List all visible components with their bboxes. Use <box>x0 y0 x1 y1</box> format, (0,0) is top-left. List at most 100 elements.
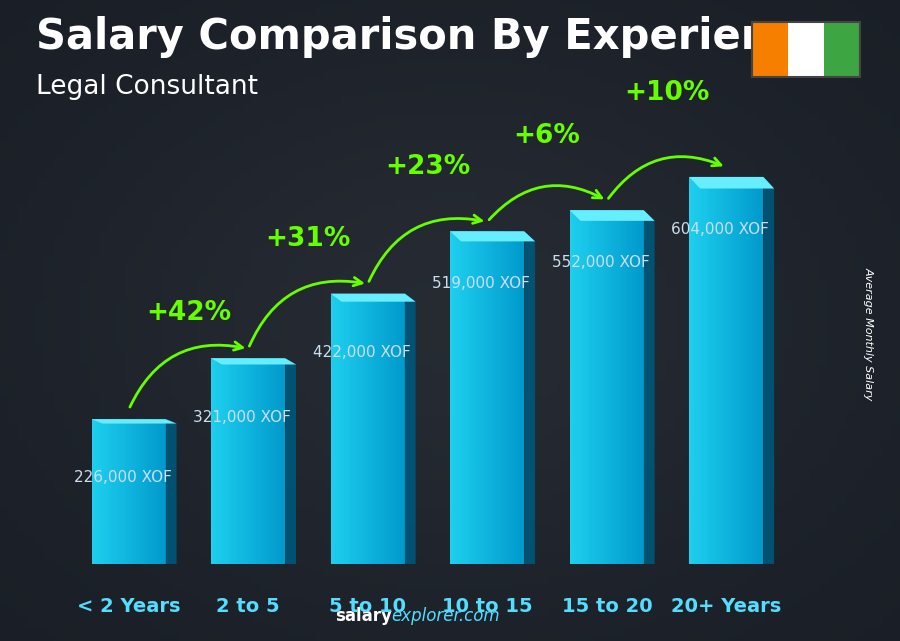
Polygon shape <box>511 231 512 564</box>
Polygon shape <box>579 210 580 564</box>
Polygon shape <box>226 358 228 564</box>
Polygon shape <box>644 210 654 575</box>
Polygon shape <box>335 294 337 564</box>
Polygon shape <box>148 419 149 564</box>
Polygon shape <box>461 231 462 564</box>
Polygon shape <box>241 358 242 564</box>
Polygon shape <box>703 177 704 564</box>
Polygon shape <box>601 210 602 564</box>
Polygon shape <box>458 231 459 564</box>
Polygon shape <box>260 358 262 564</box>
Polygon shape <box>369 294 371 564</box>
Polygon shape <box>759 177 760 564</box>
Polygon shape <box>523 231 525 564</box>
Polygon shape <box>350 294 352 564</box>
Polygon shape <box>745 177 747 564</box>
Polygon shape <box>99 419 101 564</box>
Polygon shape <box>96 419 97 564</box>
Polygon shape <box>620 210 622 564</box>
Polygon shape <box>472 231 474 564</box>
Polygon shape <box>262 358 263 564</box>
Polygon shape <box>570 210 572 564</box>
Polygon shape <box>608 210 610 564</box>
Polygon shape <box>220 358 221 564</box>
Polygon shape <box>152 419 154 564</box>
Polygon shape <box>756 177 758 564</box>
Text: 552,000 XOF: 552,000 XOF <box>552 255 650 270</box>
Polygon shape <box>385 294 387 564</box>
Polygon shape <box>239 358 241 564</box>
Polygon shape <box>758 177 759 564</box>
Polygon shape <box>470 231 471 564</box>
Polygon shape <box>147 419 148 564</box>
Text: < 2 Years: < 2 Years <box>77 597 181 617</box>
Polygon shape <box>368 294 369 564</box>
Polygon shape <box>381 294 382 564</box>
Polygon shape <box>454 231 456 564</box>
Polygon shape <box>496 231 498 564</box>
Polygon shape <box>742 177 744 564</box>
Text: 604,000 XOF: 604,000 XOF <box>671 222 770 237</box>
Polygon shape <box>138 419 140 564</box>
Polygon shape <box>689 177 774 188</box>
Polygon shape <box>614 210 616 564</box>
Polygon shape <box>223 358 224 564</box>
Polygon shape <box>284 358 285 564</box>
Polygon shape <box>251 358 253 564</box>
Polygon shape <box>717 177 719 564</box>
Text: Average Monthly Salary: Average Monthly Salary <box>863 267 874 400</box>
Polygon shape <box>599 210 601 564</box>
Polygon shape <box>465 231 466 564</box>
Polygon shape <box>635 210 636 564</box>
Polygon shape <box>710 177 712 564</box>
Polygon shape <box>495 231 496 564</box>
Polygon shape <box>248 358 249 564</box>
Polygon shape <box>140 419 142 564</box>
Polygon shape <box>92 419 94 564</box>
Polygon shape <box>754 177 756 564</box>
Text: 2 to 5: 2 to 5 <box>216 597 280 617</box>
Polygon shape <box>396 294 398 564</box>
Polygon shape <box>517 231 518 564</box>
Polygon shape <box>403 294 405 564</box>
Polygon shape <box>638 210 639 564</box>
Polygon shape <box>629 210 631 564</box>
Polygon shape <box>212 358 214 564</box>
Polygon shape <box>450 231 452 564</box>
Polygon shape <box>142 419 144 564</box>
Polygon shape <box>390 294 392 564</box>
Polygon shape <box>598 210 599 564</box>
Polygon shape <box>347 294 348 564</box>
Polygon shape <box>283 358 284 564</box>
Polygon shape <box>514 231 516 564</box>
Polygon shape <box>466 231 468 564</box>
Polygon shape <box>131 419 133 564</box>
Polygon shape <box>92 419 176 424</box>
Polygon shape <box>352 294 353 564</box>
Polygon shape <box>232 358 233 564</box>
Polygon shape <box>731 177 733 564</box>
Polygon shape <box>257 358 258 564</box>
Polygon shape <box>760 177 762 564</box>
Polygon shape <box>101 419 102 564</box>
Polygon shape <box>249 358 251 564</box>
Polygon shape <box>734 177 735 564</box>
Polygon shape <box>221 358 223 564</box>
Polygon shape <box>489 231 491 564</box>
Polygon shape <box>135 419 136 564</box>
Polygon shape <box>343 294 344 564</box>
Polygon shape <box>393 294 394 564</box>
Polygon shape <box>244 358 246 564</box>
Polygon shape <box>160 419 161 564</box>
Polygon shape <box>212 358 296 365</box>
Polygon shape <box>606 210 607 564</box>
Polygon shape <box>491 231 493 564</box>
Polygon shape <box>145 419 147 564</box>
Polygon shape <box>405 294 416 572</box>
Polygon shape <box>508 231 509 564</box>
Polygon shape <box>165 419 166 564</box>
Polygon shape <box>105 419 106 564</box>
Polygon shape <box>246 358 247 564</box>
Polygon shape <box>626 210 627 564</box>
Polygon shape <box>334 294 335 564</box>
